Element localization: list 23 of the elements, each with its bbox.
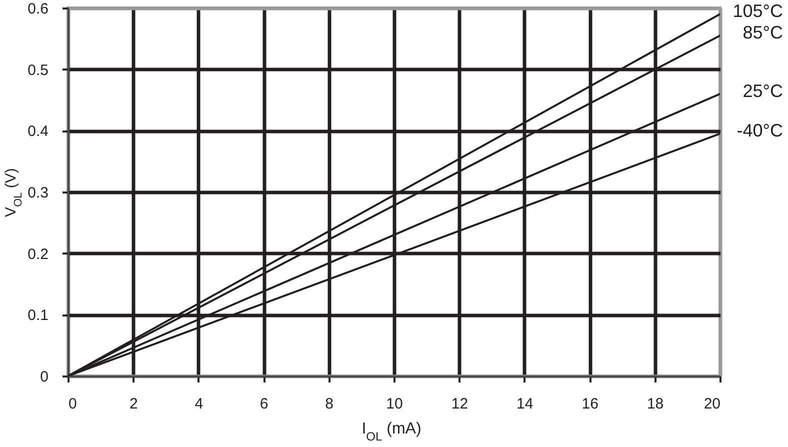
x-tick-label: 2 bbox=[130, 396, 138, 412]
x-tick-label: 10 bbox=[386, 396, 403, 412]
series-label: 85°C bbox=[742, 22, 783, 43]
x-tick-label: 14 bbox=[516, 396, 534, 412]
y-tick-label: 0.6 bbox=[28, 0, 48, 18]
series-label: -40°C bbox=[736, 120, 783, 141]
series-label: 105°C bbox=[732, 1, 783, 22]
y-tick-label: 0.3 bbox=[28, 184, 48, 202]
x-tick-label: 12 bbox=[451, 396, 468, 412]
y-tick-label: 0.4 bbox=[28, 123, 48, 140]
x-tick-label: 16 bbox=[582, 396, 598, 412]
x-tick-label: 0 bbox=[68, 396, 77, 412]
x-tick-label: 18 bbox=[646, 396, 664, 412]
series-label: 25°C bbox=[742, 80, 783, 101]
y-tick-label: 0.2 bbox=[28, 246, 48, 263]
y-tick-label: 0 bbox=[40, 368, 48, 386]
x-tick-label: 20 bbox=[704, 396, 720, 412]
y-tick-label: 0.1 bbox=[28, 307, 48, 324]
x-tick-label: 6 bbox=[260, 396, 268, 412]
x-tick-label: 8 bbox=[325, 396, 334, 412]
x-tick-label: 4 bbox=[194, 396, 204, 412]
x-axis-title: I$_{OL}$ (mA) bbox=[362, 420, 422, 444]
y-tick-label: 0.5 bbox=[28, 62, 48, 79]
